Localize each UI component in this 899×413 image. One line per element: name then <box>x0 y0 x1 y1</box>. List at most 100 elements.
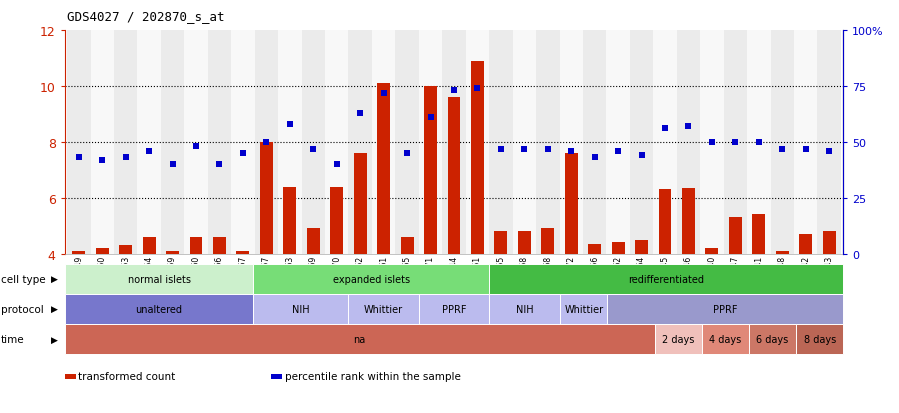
Text: 8 days: 8 days <box>804 334 836 344</box>
Bar <box>96 248 109 254</box>
Bar <box>559 31 583 254</box>
Bar <box>630 31 654 254</box>
Bar <box>471 62 484 254</box>
Bar <box>724 31 747 254</box>
Bar <box>184 31 208 254</box>
Point <box>306 146 320 152</box>
Bar <box>278 31 301 254</box>
Bar <box>67 31 91 254</box>
Text: na: na <box>353 334 366 344</box>
Point <box>72 155 86 161</box>
Point <box>635 152 649 159</box>
Text: 4 days: 4 days <box>709 334 742 344</box>
Text: ▶: ▶ <box>50 335 58 344</box>
Text: 6 days: 6 days <box>756 334 788 344</box>
Text: unaltered: unaltered <box>136 304 182 314</box>
Point <box>119 155 133 161</box>
Bar <box>817 31 841 254</box>
Bar <box>659 190 672 254</box>
Point <box>353 110 368 117</box>
Bar <box>588 244 601 254</box>
Bar <box>706 248 718 254</box>
Bar <box>565 154 578 254</box>
Point <box>775 146 789 152</box>
Text: PPRF: PPRF <box>713 304 737 314</box>
Text: time: time <box>1 334 24 344</box>
Bar <box>325 31 349 254</box>
Bar <box>752 215 765 254</box>
Bar <box>654 31 677 254</box>
Point <box>564 148 578 155</box>
Point <box>259 139 273 146</box>
Point <box>142 148 156 155</box>
Bar <box>794 31 817 254</box>
Point <box>95 157 110 164</box>
Bar <box>424 87 437 254</box>
Point <box>165 161 180 168</box>
Bar <box>770 31 794 254</box>
Bar <box>190 237 202 254</box>
Text: ▶: ▶ <box>50 305 58 313</box>
Bar <box>466 31 489 254</box>
Text: 2 days: 2 days <box>662 334 694 344</box>
Text: ▶: ▶ <box>50 275 58 283</box>
Bar <box>512 31 536 254</box>
Bar <box>682 188 695 254</box>
Point <box>330 161 344 168</box>
Bar <box>330 187 343 254</box>
Text: GDS4027 / 202870_s_at: GDS4027 / 202870_s_at <box>67 10 225 23</box>
Bar <box>114 31 138 254</box>
Text: redifferentiated: redifferentiated <box>628 274 704 284</box>
Point <box>212 161 227 168</box>
Bar <box>518 232 530 254</box>
Text: transformed count: transformed count <box>78 371 175 381</box>
Bar <box>700 31 724 254</box>
Bar <box>91 31 114 254</box>
Point <box>611 148 626 155</box>
Bar <box>208 31 231 254</box>
Bar <box>494 232 507 254</box>
Bar <box>419 31 442 254</box>
Point <box>705 139 719 146</box>
Point <box>470 85 485 92</box>
Bar <box>401 237 414 254</box>
Text: PPRF: PPRF <box>441 304 467 314</box>
Text: protocol: protocol <box>1 304 44 314</box>
Bar <box>583 31 607 254</box>
Bar <box>799 235 812 254</box>
Point <box>588 155 602 161</box>
Point <box>540 146 555 152</box>
Bar <box>541 229 555 254</box>
Point <box>822 148 836 155</box>
Bar <box>607 31 630 254</box>
Point <box>423 115 438 121</box>
Point <box>681 123 696 130</box>
Bar <box>353 154 367 254</box>
Bar <box>307 229 320 254</box>
Bar <box>396 31 419 254</box>
Bar <box>378 84 390 254</box>
Point <box>236 150 250 157</box>
Text: normal islets: normal islets <box>128 274 191 284</box>
Bar <box>729 218 742 254</box>
Bar <box>72 251 85 254</box>
Bar <box>536 31 559 254</box>
Point <box>798 146 813 152</box>
Bar <box>231 31 254 254</box>
Bar <box>301 31 325 254</box>
Bar <box>611 243 625 254</box>
Point <box>447 88 461 95</box>
Bar <box>213 237 226 254</box>
Bar <box>283 187 297 254</box>
Point <box>728 139 743 146</box>
Bar <box>489 31 512 254</box>
Text: NIH: NIH <box>516 304 534 314</box>
Bar <box>776 251 788 254</box>
Bar <box>349 31 372 254</box>
Bar <box>138 31 161 254</box>
Point <box>400 150 414 157</box>
Point <box>658 126 672 133</box>
Bar <box>677 31 700 254</box>
Point <box>282 121 297 128</box>
Text: Whittier: Whittier <box>565 304 603 314</box>
